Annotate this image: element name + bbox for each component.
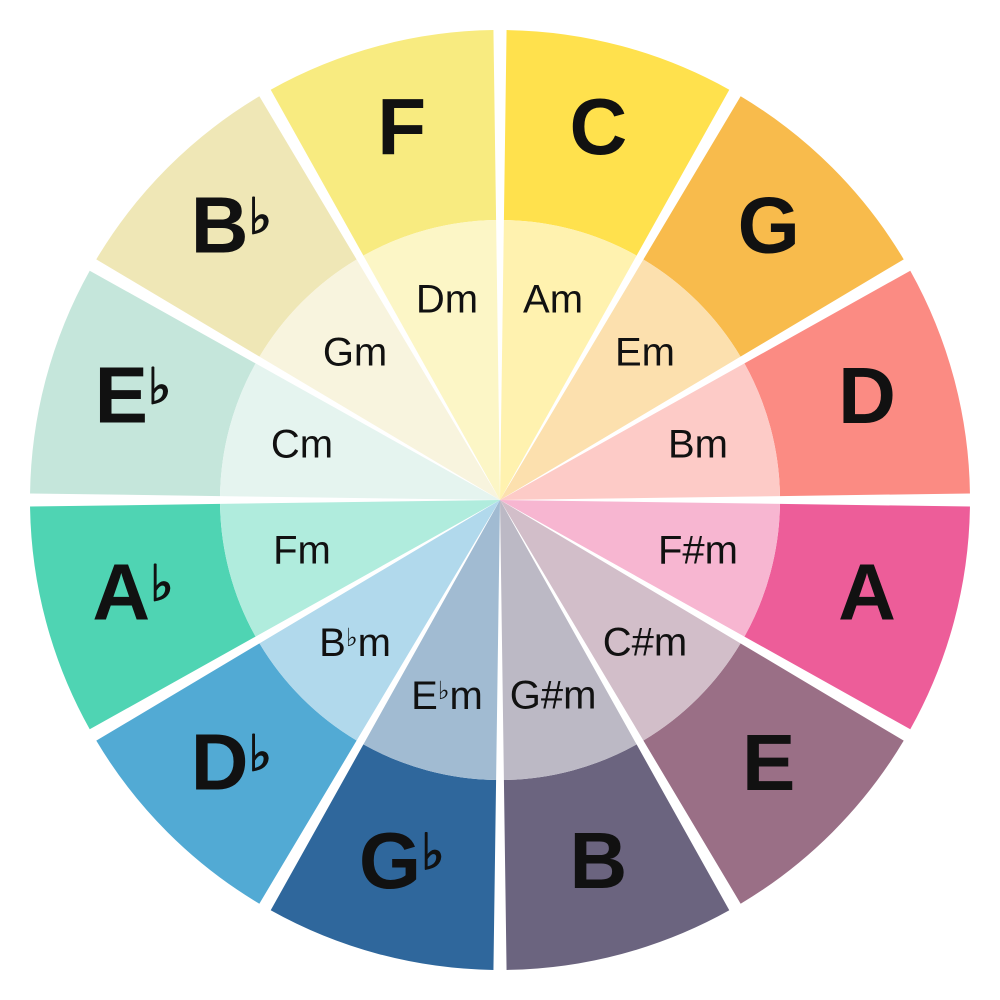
major-key-label-5: B <box>569 816 627 905</box>
major-key-label-11: F <box>377 82 426 171</box>
minor-key-label-9: Cm <box>271 423 333 467</box>
minor-key-label-10: Gm <box>323 331 387 375</box>
minor-key-label-4: C#m <box>603 621 687 665</box>
circle-of-fifths: CAmGEmDBmAF#mEC#mBG#mG♭E♭mD♭B♭mA♭FmE♭CmB… <box>0 0 1000 1000</box>
minor-key-label-1: Em <box>615 331 675 375</box>
major-key-label-1: G <box>738 180 800 269</box>
minor-key-label-0: Am <box>523 278 583 322</box>
minor-key-label-5: G#m <box>510 674 597 718</box>
minor-key-label-11: Dm <box>416 278 478 322</box>
major-key-label-2: D <box>838 351 896 440</box>
minor-key-label-8: Fm <box>273 529 331 573</box>
major-key-label-3: A <box>838 547 896 636</box>
minor-key-label-3: F#m <box>658 529 738 573</box>
minor-key-label-2: Bm <box>668 423 728 467</box>
major-key-label-4: E <box>742 718 795 807</box>
major-key-label-0: C <box>569 82 627 171</box>
